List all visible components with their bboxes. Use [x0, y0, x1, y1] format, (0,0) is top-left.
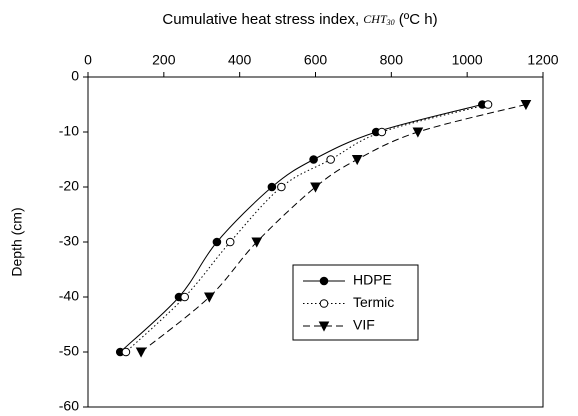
y-tick-label: 0 — [71, 68, 79, 84]
legend-label: Termic — [353, 294, 394, 310]
y-tick-label: -10 — [59, 123, 79, 139]
data-point — [212, 237, 222, 247]
x-tick-label: 1200 — [527, 52, 558, 68]
plot-frame — [87, 76, 544, 408]
data-point — [309, 155, 318, 164]
series-line — [140, 104, 527, 353]
legend-marker — [319, 299, 329, 308]
y-tick-label: -50 — [59, 343, 79, 359]
legend-marker — [318, 321, 330, 332]
x-tick-label: 400 — [228, 52, 252, 68]
x-tick-label: 600 — [304, 52, 328, 68]
data-point — [121, 347, 131, 357]
data-point — [351, 155, 363, 166]
x-label-text: Cumulative heat stress index, — [162, 11, 363, 28]
x-label-unit: (ºC h) — [395, 11, 438, 28]
x-tick-label: 1000 — [452, 52, 483, 68]
data-point — [204, 292, 215, 303]
data-point — [310, 182, 321, 193]
legend-box — [292, 264, 419, 341]
y-tick-label: -60 — [59, 398, 79, 414]
x-tick-label: 200 — [152, 52, 176, 68]
legend-label: VIF — [353, 317, 375, 333]
data-point — [326, 155, 335, 164]
legend-marker — [319, 276, 329, 286]
y-axis-label: Depth (cm) — [9, 207, 25, 276]
x-axis-label: Cumulative heat stress index, CHT30 (ºC … — [162, 11, 437, 28]
data-point — [135, 347, 147, 358]
y-tick-label: -30 — [59, 233, 79, 249]
x-label-subscript: 30 — [386, 18, 395, 27]
data-point — [520, 100, 532, 111]
x-tick-label: 800 — [380, 52, 404, 68]
data-point — [277, 182, 286, 192]
data-point — [180, 292, 189, 302]
data-point — [412, 127, 424, 138]
data-point — [377, 127, 387, 137]
y-tick-label: -20 — [59, 178, 79, 194]
data-point — [225, 237, 235, 247]
data-point — [251, 237, 263, 248]
x-tick-label: 0 — [84, 52, 92, 68]
data-point — [483, 100, 493, 109]
data-point — [267, 182, 277, 192]
legend-label: HDPE — [353, 272, 392, 288]
x-label-symbol: CHT — [363, 12, 388, 26]
y-tick-label: -40 — [59, 288, 79, 304]
